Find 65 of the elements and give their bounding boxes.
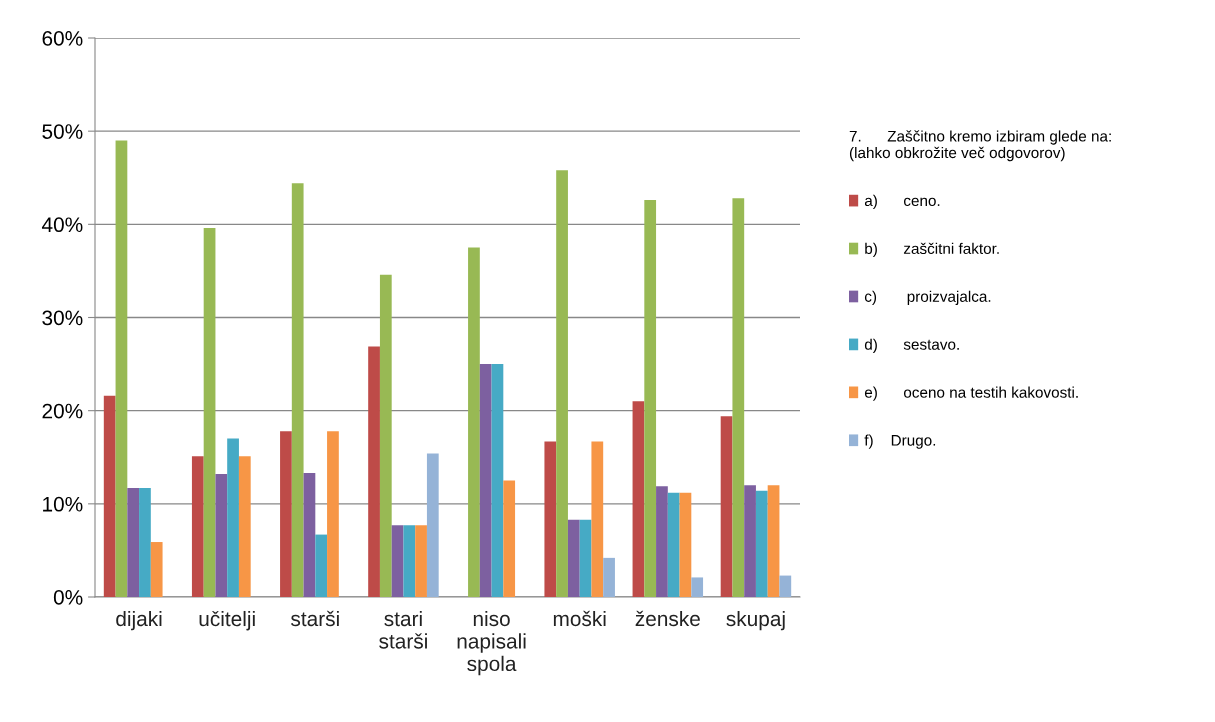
x-tick-label: moški — [553, 610, 606, 627]
legend-label: c) proizvajalca. — [864, 290, 991, 305]
bar — [303, 473, 316, 597]
bar — [720, 416, 733, 597]
bar — [744, 485, 756, 597]
bar — [644, 200, 657, 597]
y-tick-label: 50% — [42, 124, 83, 139]
legend-label: f) Drugo. — [864, 434, 936, 449]
bar — [391, 525, 404, 597]
y-tick-label: 20% — [42, 403, 83, 419]
bar — [327, 431, 339, 597]
legend-label: b) zaščitni faktor. — [865, 242, 999, 258]
bar — [503, 480, 516, 597]
x-tick-label: ženske — [635, 610, 700, 627]
bar — [315, 534, 328, 597]
legend-label: a) ceno. — [864, 194, 940, 210]
bar — [379, 274, 392, 597]
bar — [667, 492, 680, 597]
bar — [632, 401, 645, 597]
bar — [679, 492, 692, 597]
bar — [280, 431, 292, 597]
legend-label: d) sestavo. — [864, 338, 959, 353]
x-tick-label: starši — [291, 610, 339, 627]
bar — [227, 438, 239, 597]
bar — [368, 346, 380, 597]
bar — [567, 519, 580, 597]
x-tick-label: skupaj — [726, 610, 785, 631]
legend-title: 7. Zaščitno kremo izbiram glede na: (lahko obkrožite več odgovorov) — [849, 130, 1111, 162]
bar — [468, 247, 480, 597]
bar — [556, 170, 568, 597]
bar — [403, 525, 416, 597]
y-tick-label: 10% — [43, 496, 83, 512]
bar — [491, 364, 504, 597]
x-tick-label: učitelji — [199, 610, 255, 631]
bar — [103, 395, 116, 597]
y-tick-label: 60% — [42, 31, 83, 46]
bar — [755, 490, 768, 597]
bar — [732, 198, 745, 597]
bar — [479, 364, 492, 597]
bar — [426, 453, 439, 597]
bar — [415, 525, 427, 597]
bar — [544, 441, 557, 597]
bar — [115, 140, 128, 597]
bar — [215, 474, 228, 597]
bar — [579, 519, 592, 597]
bar — [291, 183, 304, 597]
y-tick-label: 0% — [53, 590, 83, 605]
bar — [779, 575, 792, 597]
bar — [591, 441, 604, 597]
bar — [238, 456, 251, 597]
y-tick-label: 40% — [41, 217, 83, 233]
bar — [656, 486, 668, 597]
bar — [203, 228, 216, 597]
legend-label: e) oceno na testih kakovosti. — [864, 386, 1078, 401]
bar — [603, 557, 615, 597]
bar — [691, 577, 704, 597]
bar — [139, 487, 151, 597]
bar — [127, 487, 140, 597]
x-tick-label: stari starši — [379, 610, 427, 649]
x-tick-label: niso napisali spola — [457, 610, 526, 676]
bar — [191, 456, 204, 597]
bar — [150, 542, 163, 597]
y-tick-label: 30% — [42, 310, 83, 326]
bar — [767, 485, 780, 597]
x-tick-label: dijaki — [116, 610, 162, 631]
